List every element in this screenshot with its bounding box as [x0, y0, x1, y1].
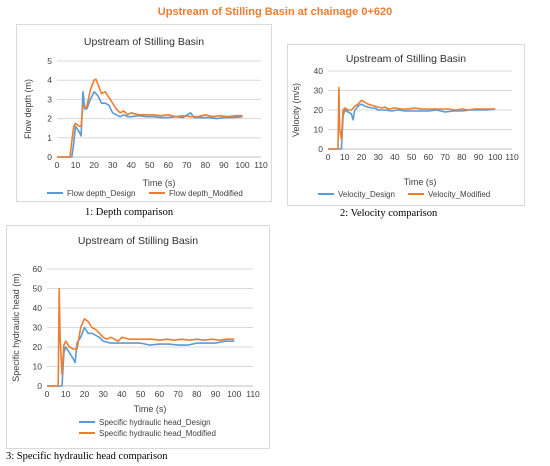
y-tick-label: 0 — [47, 152, 52, 162]
caption-depth: 1: Depth comparison — [85, 207, 174, 218]
y-tick-label: 0 — [318, 144, 323, 154]
legend-entry: Flow depth_Modified — [169, 189, 243, 198]
y-tick-label: 50 — [33, 284, 43, 294]
chart-title: Upstream of Stilling Basin — [346, 53, 466, 65]
x-tick-label: 90 — [474, 152, 484, 162]
y-tick-label: 5 — [47, 56, 52, 66]
velocity-chart-svg: Upstream of Stilling Basin 0 10 20 30 40 0 10 20… — [291, 53, 519, 199]
legend-entry: Specific hydraulic head_Modified — [99, 429, 216, 438]
series-line-design — [57, 90, 243, 158]
x-tick-label: 100 — [488, 152, 502, 162]
y-tick-label: 1 — [47, 133, 52, 143]
x-tick-label: 50 — [145, 160, 155, 170]
x-tick-label: 70 — [440, 152, 450, 162]
x-tick-label: 0 — [45, 389, 50, 399]
chart-title: Upstream of Stilling Basin — [84, 36, 204, 48]
x-tick-label: 110 — [246, 389, 260, 399]
x-tick-label: 50 — [407, 152, 417, 162]
series-line-design — [47, 326, 235, 387]
x-axis-label: Time (s) — [134, 404, 167, 414]
legend-entry: Velocity_Design — [338, 190, 395, 199]
x-tick-label: 0 — [326, 152, 331, 162]
x-tick-label: 30 — [108, 160, 118, 170]
head-chart-svg: Upstream of Stilling Basin 0 10 20 30 40 50 60 0… — [11, 235, 260, 438]
x-tick-label: 80 — [201, 160, 211, 170]
x-axis-label: Time (s) — [143, 178, 176, 188]
y-tick-label: 40 — [33, 303, 43, 313]
y-axis-label: Velocity (m/s) — [291, 83, 301, 137]
x-tick-label: 100 — [227, 389, 241, 399]
x-tick-label: 90 — [219, 160, 229, 170]
series-line-modified — [47, 287, 235, 387]
caption-head: 3: Specific hydraulic head comparison — [6, 451, 168, 462]
x-tick-label: 20 — [357, 152, 367, 162]
x-tick-label: 10 — [340, 152, 350, 162]
x-tick-label: 0 — [55, 160, 60, 170]
y-tick-label: 20 — [314, 105, 324, 115]
y-axis-label: Flow depth (m) — [23, 79, 33, 139]
x-tick-label: 70 — [182, 160, 192, 170]
page-title: Upstream of Stilling Basin at chainage 0… — [157, 6, 393, 18]
x-tick-label: 30 — [98, 389, 108, 399]
legend-entry: Flow depth_Design — [67, 189, 135, 198]
y-tick-label: 30 — [314, 86, 324, 96]
x-axis-label: Time (s) — [404, 177, 437, 187]
x-tick-label: 110 — [505, 152, 519, 162]
x-tick-label: 30 — [373, 152, 383, 162]
x-tick-label: 60 — [164, 160, 174, 170]
x-tick-label: 60 — [424, 152, 434, 162]
y-axis-label: Specific hydraulic head (m) — [11, 273, 21, 382]
x-tick-label: 100 — [235, 160, 249, 170]
y-tick-label: 10 — [314, 125, 324, 135]
y-tick-label: 2 — [47, 114, 52, 124]
x-tick-label: 20 — [80, 389, 90, 399]
y-tick-label: 0 — [37, 381, 42, 391]
x-tick-label: 40 — [117, 389, 127, 399]
y-tick-label: 40 — [314, 66, 324, 76]
x-tick-label: 110 — [254, 160, 268, 170]
series-line-modified — [328, 86, 496, 150]
y-tick-label: 20 — [33, 342, 43, 352]
y-tick-label: 10 — [33, 362, 43, 372]
velocity-chart: Upstream of Stilling Basin 0 10 20 30 40 0 10 20… — [287, 44, 525, 206]
x-tick-label: 20 — [89, 160, 99, 170]
x-tick-label: 70 — [173, 389, 183, 399]
x-tick-label: 50 — [136, 389, 146, 399]
series-line-modified — [57, 78, 243, 158]
y-tick-label: 30 — [33, 323, 43, 333]
y-tick-label: 4 — [47, 75, 52, 85]
x-tick-label: 40 — [126, 160, 136, 170]
depth-chart: Upstream of Stilling Basin 0 1 2 3 4 5 0 10 20 30 4… — [16, 24, 272, 202]
x-tick-label: 80 — [192, 389, 202, 399]
head-chart: Upstream of Stilling Basin 0 10 20 30 40 50 60 0… — [6, 225, 270, 449]
caption-velocity: 2: Velocity comparison — [340, 208, 438, 219]
y-tick-label: 60 — [33, 264, 43, 274]
series-line-design — [328, 103, 496, 150]
legend-entry: Specific hydraulic head_Design — [99, 418, 211, 427]
x-tick-label: 40 — [390, 152, 400, 162]
x-tick-label: 80 — [457, 152, 467, 162]
legend-entry: Velocity_Modified — [428, 190, 490, 199]
x-tick-label: 60 — [155, 389, 165, 399]
x-tick-label: 10 — [71, 160, 81, 170]
x-tick-label: 10 — [61, 389, 71, 399]
y-tick-label: 3 — [47, 94, 52, 104]
chart-title: Upstream of Stilling Basin — [78, 235, 198, 247]
x-tick-label: 90 — [211, 389, 221, 399]
